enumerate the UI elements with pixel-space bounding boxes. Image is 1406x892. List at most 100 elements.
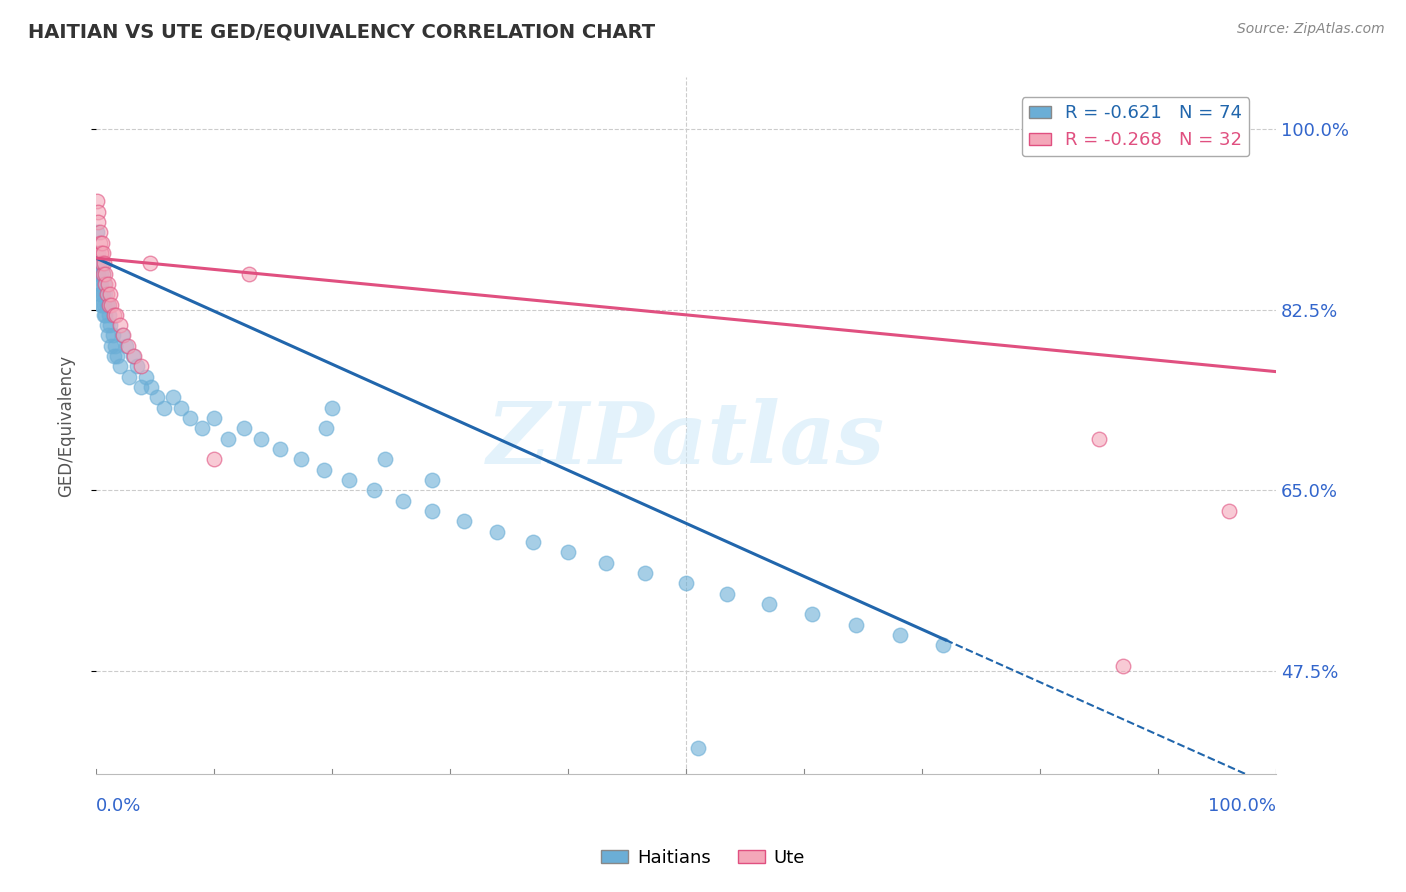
Point — [101, 328, 124, 343]
Point — [90, 246, 112, 260]
Point — [103, 349, 125, 363]
Point — [108, 359, 131, 374]
Point — [93, 277, 115, 291]
Point — [97, 328, 120, 343]
Point — [170, 401, 193, 415]
Point — [111, 328, 134, 343]
Point — [90, 297, 112, 311]
Point — [89, 225, 111, 239]
Point — [90, 256, 112, 270]
Text: HAITIAN VS UTE GED/EQUIVALENCY CORRELATION CHART: HAITIAN VS UTE GED/EQUIVALENCY CORRELATI… — [28, 22, 655, 41]
Point — [86, 225, 108, 239]
Point — [87, 267, 110, 281]
Point — [98, 297, 121, 311]
Point — [522, 535, 544, 549]
Legend: R = -0.621   N = 74, R = -0.268   N = 32: R = -0.621 N = 74, R = -0.268 N = 32 — [1022, 97, 1250, 156]
Legend: Haitians, Ute: Haitians, Ute — [593, 842, 813, 874]
Point — [93, 308, 115, 322]
Point — [90, 277, 112, 291]
Point — [127, 359, 149, 374]
Point — [202, 452, 225, 467]
Point — [108, 318, 131, 333]
Point — [557, 545, 579, 559]
Point — [89, 287, 111, 301]
Point — [191, 421, 214, 435]
Point — [122, 349, 145, 363]
Point — [90, 267, 112, 281]
Point — [91, 287, 114, 301]
Point — [87, 215, 110, 229]
Point — [315, 421, 337, 435]
Point — [87, 246, 110, 260]
Point — [89, 235, 111, 250]
Point — [312, 463, 335, 477]
Point — [90, 287, 112, 301]
Point — [100, 339, 122, 353]
Point — [634, 566, 657, 580]
Point — [96, 297, 118, 311]
Point — [94, 287, 117, 301]
Point — [118, 369, 141, 384]
Point — [135, 369, 157, 384]
Point — [114, 339, 136, 353]
Y-axis label: GED/Equivalency: GED/Equivalency — [58, 355, 75, 497]
Point — [98, 318, 121, 333]
Point — [290, 452, 312, 467]
Text: 100.0%: 100.0% — [1208, 797, 1277, 815]
Point — [1111, 658, 1133, 673]
Point — [391, 493, 413, 508]
Point — [89, 256, 111, 270]
Point — [202, 411, 225, 425]
Point — [146, 391, 169, 405]
Point — [337, 473, 360, 487]
Point — [93, 256, 115, 270]
Point — [90, 256, 112, 270]
Point — [139, 256, 162, 270]
Point — [93, 297, 115, 311]
Point — [420, 504, 443, 518]
Point — [420, 473, 443, 487]
Point — [1088, 432, 1111, 446]
Point — [801, 607, 824, 622]
Point — [889, 628, 911, 642]
Point — [238, 267, 260, 281]
Point — [453, 514, 475, 528]
Point — [716, 586, 738, 600]
Point — [129, 380, 152, 394]
Point — [121, 349, 143, 363]
Point — [129, 359, 152, 374]
Point — [90, 297, 112, 311]
Point — [86, 194, 108, 209]
Point — [162, 391, 184, 405]
Point — [845, 617, 868, 632]
Point — [105, 349, 128, 363]
Point — [97, 277, 120, 291]
Point — [112, 328, 135, 343]
Point — [105, 308, 128, 322]
Point — [217, 432, 239, 446]
Point — [97, 297, 120, 311]
Point — [94, 267, 117, 281]
Point — [486, 524, 509, 539]
Point — [94, 308, 117, 322]
Point — [91, 246, 114, 260]
Point — [686, 741, 709, 756]
Point — [363, 483, 385, 498]
Point — [374, 452, 396, 467]
Point — [91, 267, 114, 281]
Point — [595, 556, 617, 570]
Point — [675, 576, 697, 591]
Point — [90, 235, 112, 250]
Point — [932, 638, 955, 652]
Point — [94, 277, 117, 291]
Point — [98, 287, 121, 301]
Point — [89, 277, 111, 291]
Point — [96, 287, 118, 301]
Point — [153, 401, 176, 415]
Point — [117, 339, 139, 353]
Point — [87, 204, 110, 219]
Point — [103, 308, 125, 322]
Point — [91, 267, 114, 281]
Point — [98, 308, 121, 322]
Point — [104, 339, 127, 353]
